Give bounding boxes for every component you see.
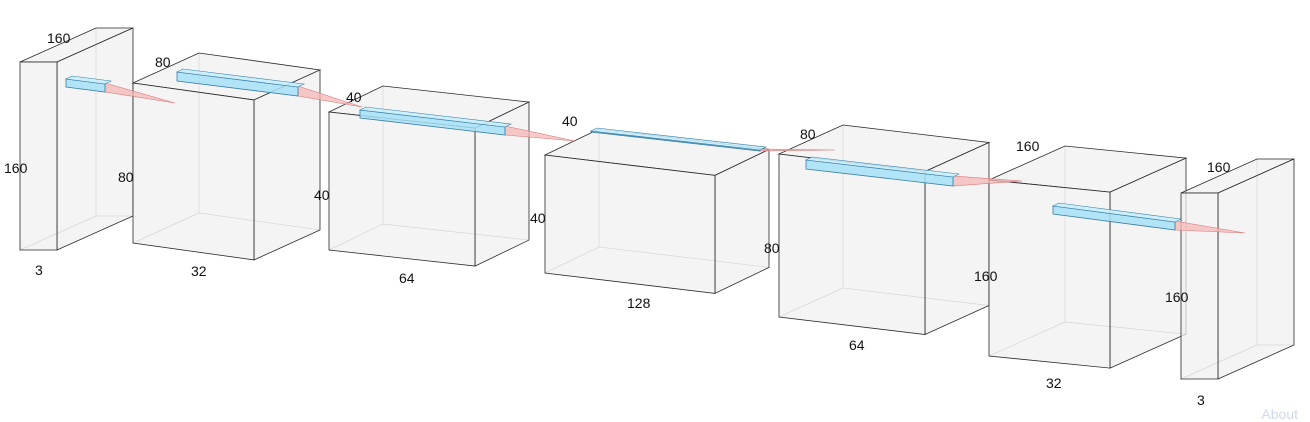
layer-6-height-label: 160 — [974, 268, 998, 284]
layer-7-box — [1180, 158, 1295, 380]
layer-1-width-label: 3 — [35, 262, 43, 278]
layer-6-front-face — [988, 179, 1111, 369]
layer-2-width-label: 32 — [191, 263, 207, 279]
layer-6-depth-label: 160 — [1016, 138, 1040, 154]
layer-7-height-label: 160 — [1165, 289, 1189, 305]
layer-5-front-face — [778, 153, 926, 335]
layer-6-box — [987, 145, 1188, 369]
layer-7-front-face — [1180, 192, 1219, 380]
layer-4-front-face — [544, 154, 716, 294]
kernel-2 — [175, 68, 363, 108]
layer-3-height-label: 40 — [314, 187, 330, 203]
layer-1-box — [19, 27, 134, 251]
kernel-3-rod-top — [358, 106, 513, 128]
kernel-5 — [804, 156, 1023, 187]
dimension-labels: 160 160 3 80 80 32 40 40 64 40 40 128 80… — [4, 30, 1231, 408]
layer-1-front-face — [19, 61, 58, 251]
kernel-2-rod-top — [175, 68, 306, 88]
layer-7-side-face — [1217, 158, 1295, 380]
layer-5-height-label: 80 — [764, 240, 780, 256]
layer-boxes — [19, 27, 1295, 380]
layer-5-box — [777, 124, 991, 336]
kernels — [64, 68, 1246, 234]
layer-3-box — [327, 85, 531, 267]
kernel-4 — [589, 127, 836, 152]
kernel-3 — [358, 106, 576, 142]
layer-3-depth-label: 40 — [346, 89, 362, 105]
layer-1-height-label: 160 — [4, 160, 28, 176]
layer-2-front-face — [132, 82, 255, 261]
kernel-6 — [1051, 202, 1246, 234]
layer-2-side-face — [253, 69, 321, 261]
kernel-1-rod-top — [64, 75, 113, 85]
kernel-5-rod-top — [804, 156, 961, 178]
layer-5-width-label: 64 — [849, 337, 865, 353]
layer-4-height-label: 40 — [530, 210, 546, 226]
layer-3-front-face — [328, 111, 476, 267]
layer-2-height-label: 80 — [118, 169, 134, 185]
about-link[interactable]: About — [1261, 406, 1298, 422]
layer-1-side-face — [56, 27, 134, 251]
layer-6-width-label: 32 — [1046, 375, 1062, 391]
layer-7-depth-label: 160 — [1207, 159, 1231, 175]
kernel-1 — [64, 75, 176, 104]
layer-5-depth-label: 80 — [800, 126, 816, 142]
kernel-6-rod-top — [1051, 202, 1183, 223]
layer-6-side-face — [1109, 157, 1187, 369]
layer-4-box — [543, 128, 771, 295]
layer-7-width-label: 3 — [1197, 392, 1205, 408]
layer-3-width-label: 64 — [399, 270, 415, 286]
kernel-4-rod-top — [589, 127, 768, 151]
layer-4-depth-label: 40 — [562, 113, 578, 129]
layer-2-depth-label: 80 — [155, 54, 171, 70]
layer-1-depth-label: 160 — [47, 30, 71, 46]
layer-4-width-label: 128 — [627, 295, 651, 311]
